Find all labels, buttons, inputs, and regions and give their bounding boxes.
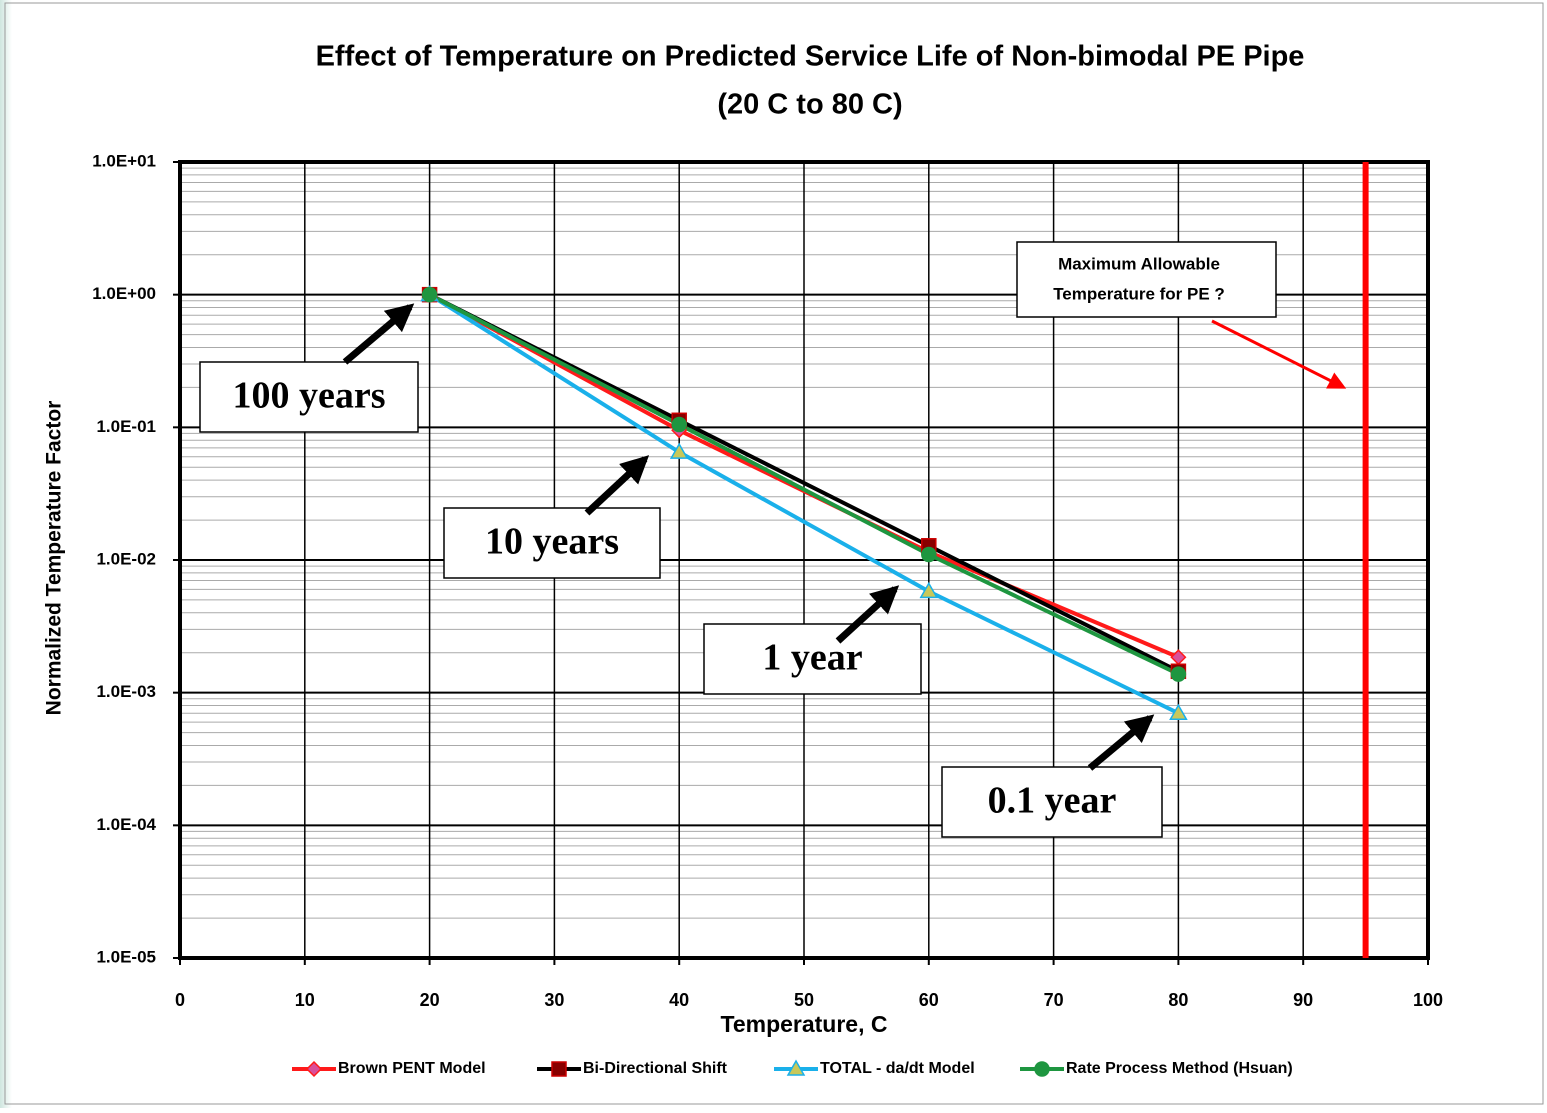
plot-border xyxy=(178,160,1430,960)
note-arrow xyxy=(1211,319,1347,389)
y-tick-label: 1.0E+01 xyxy=(92,151,156,170)
marker xyxy=(669,442,689,459)
y-tick-label: 1.0E-02 xyxy=(96,549,156,568)
x-tick-label: 80 xyxy=(1168,990,1188,1010)
plot xyxy=(420,285,1188,720)
legend: Brown PENT Model Bi-Directional Shift TOTA… xyxy=(292,1059,1293,1078)
y-tick-label: 1.0E-05 xyxy=(96,947,156,966)
legend-label: Bi-Directional Shift xyxy=(583,1060,728,1077)
annotation-arrow xyxy=(835,585,900,644)
y-tick-label: 1.0E-03 xyxy=(96,682,156,701)
y-tick-label: 1.0E-01 xyxy=(96,417,156,436)
x-tick-label: 60 xyxy=(919,990,939,1010)
annotation-box xyxy=(941,766,1163,838)
edge-shade xyxy=(0,0,12,1108)
marker xyxy=(786,1059,806,1076)
legend-label: Brown PENT Model xyxy=(338,1060,486,1077)
annotation-arrow xyxy=(1087,714,1155,771)
y-tick-label: 1.0E-04 xyxy=(96,815,156,834)
chart-title: Effect of Temperature on Predicted Servi… xyxy=(316,41,1305,73)
note-box xyxy=(1016,241,1277,318)
marker xyxy=(1169,703,1188,720)
marker xyxy=(1034,1061,1050,1077)
annotation-text: 10 years xyxy=(485,521,619,563)
legend-label: TOTAL - da/dt Model xyxy=(820,1060,975,1077)
note-text: Temperature for PE ? xyxy=(1053,284,1225,303)
annotation-box xyxy=(443,507,661,579)
chart-frame xyxy=(4,2,1544,1105)
series-line xyxy=(428,292,1180,676)
x-tick-label: 70 xyxy=(1044,990,1064,1010)
y-tick-label: 1.0E+00 xyxy=(92,284,156,303)
annotation-text: 100 years xyxy=(232,375,385,417)
annotations: Maximum Allowable Temperature for PE ? 100… xyxy=(199,162,1369,958)
note-text: Maximum Allowable xyxy=(1058,254,1220,273)
annotation-arrow xyxy=(584,455,650,516)
annotation-text: 0.1 year xyxy=(988,780,1117,822)
annotation-text: 1 year xyxy=(762,637,862,679)
x-tick-label: 100 xyxy=(1413,990,1443,1010)
marker xyxy=(921,546,937,563)
x-tick-label: 20 xyxy=(420,990,440,1010)
annotation-box xyxy=(703,623,922,695)
x-axis-label: Temperature, C xyxy=(720,1011,887,1037)
marker xyxy=(421,286,438,303)
marker xyxy=(551,1061,567,1077)
legend-label: Rate Process Method (Hsuan) xyxy=(1066,1060,1293,1077)
x-tick-label: 90 xyxy=(1293,990,1313,1010)
marker xyxy=(671,416,687,433)
marker xyxy=(305,1060,323,1078)
x-tick-label: 40 xyxy=(669,990,689,1010)
marker xyxy=(1170,666,1187,682)
x-tick-label: 30 xyxy=(544,990,564,1010)
x-tick-label: 0 xyxy=(175,990,185,1010)
chart-subtitle: (20 C to 80 C) xyxy=(717,89,902,121)
annotation-box xyxy=(199,361,419,433)
y-axis-label: Normalized Temperature Factor xyxy=(43,401,66,716)
x-tick-label: 50 xyxy=(794,990,814,1010)
marker xyxy=(919,581,939,599)
series-line xyxy=(428,292,1180,716)
annotation-arrow xyxy=(342,303,415,365)
x-tick-label: 10 xyxy=(295,990,315,1010)
